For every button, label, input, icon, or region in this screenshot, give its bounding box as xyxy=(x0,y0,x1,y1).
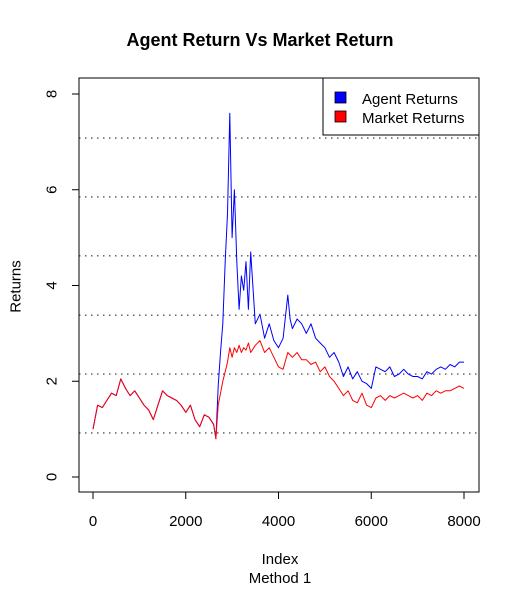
y-tick-label-3: 6 xyxy=(44,186,61,194)
legend-swatch-market xyxy=(334,110,347,123)
axes: 0 2000 4000 6000 8000 0 2 4 6 8 xyxy=(44,90,481,530)
plot-frame xyxy=(78,77,480,493)
chart-subtitle: Method 1 xyxy=(248,570,312,587)
chart-title: Agent Return Vs Market Return xyxy=(126,30,394,50)
y-tick-label-0: 0 xyxy=(44,473,61,481)
x-axis-label: Index xyxy=(261,551,299,568)
x-tick-label-4: 8000 xyxy=(447,513,480,530)
legend-label-agent: Agent Returns xyxy=(362,91,458,108)
legend-box xyxy=(322,77,480,136)
legend-swatch-agent xyxy=(334,91,347,104)
y-tick-label-4: 8 xyxy=(44,90,61,98)
y-tick-label-1: 2 xyxy=(44,377,61,385)
gridlines xyxy=(79,137,479,434)
x-tick-label-0: 0 xyxy=(89,513,97,530)
x-tick-label-3: 6000 xyxy=(355,513,388,530)
legend-label-market: Market Returns xyxy=(362,110,465,127)
y-tick-label-2: 4 xyxy=(44,281,61,289)
x-tick-label-2: 4000 xyxy=(262,513,295,530)
x-tick-label-1: 2000 xyxy=(169,513,202,530)
series-line-market xyxy=(92,340,465,440)
series-lines xyxy=(92,112,465,440)
series-line-agent xyxy=(92,112,464,440)
legend: Agent Returns Market Returns xyxy=(322,77,480,136)
